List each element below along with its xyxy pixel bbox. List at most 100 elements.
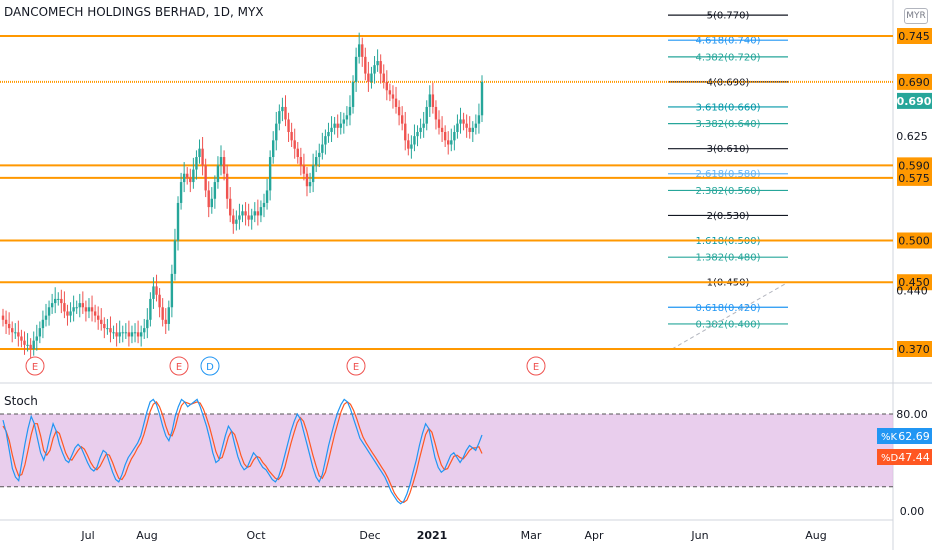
last-price-label: 0.690	[897, 95, 932, 108]
candle-body	[26, 344, 29, 346]
earnings-marker[interactable]	[346, 356, 366, 376]
candle-body	[450, 140, 453, 145]
time-tick-label: 2021	[417, 529, 448, 542]
candle-body	[149, 298, 152, 320]
candle-body	[109, 328, 112, 333]
candle-body	[244, 211, 247, 216]
price-tick-label: 0.440	[896, 285, 928, 298]
candle-body	[262, 202, 266, 208]
candle-body	[284, 106, 287, 120]
candle-body	[115, 332, 118, 337]
candle-body	[192, 169, 195, 183]
time-tick-label: Aug	[136, 529, 157, 542]
candle-body	[456, 123, 459, 132]
candle-body	[133, 332, 137, 334]
candle-body	[182, 173, 186, 183]
candlestick-series[interactable]	[1, 32, 484, 360]
candle-body	[376, 61, 379, 66]
candle-body	[158, 294, 161, 308]
candle-body	[32, 340, 35, 349]
candle-body	[222, 157, 226, 174]
candle-body	[103, 323, 106, 329]
candle-body	[130, 332, 134, 337]
stoch-tick-label: 80.00	[896, 408, 928, 421]
candle-body	[339, 123, 342, 128]
candle-body	[81, 303, 85, 308]
candle-body	[186, 173, 189, 178]
candle-body	[106, 328, 109, 330]
candle-body	[63, 303, 66, 312]
candle-body	[440, 127, 444, 132]
candle-body	[459, 119, 462, 124]
candle-body	[311, 165, 315, 183]
fib-level-label: 3.382(0.640)	[695, 119, 760, 130]
event-marker-label: E	[533, 362, 539, 373]
candle-body	[321, 144, 324, 153]
dividend-marker[interactable]	[200, 356, 220, 376]
candle-body	[213, 182, 217, 199]
candle-body	[370, 73, 373, 82]
candle-body	[391, 94, 395, 99]
stoch-d-last: 47.44	[898, 451, 930, 464]
candle-body	[290, 131, 293, 141]
candle-body	[253, 211, 256, 216]
candle-body	[139, 332, 143, 337]
candle-body	[351, 81, 355, 107]
candle-body	[143, 328, 146, 333]
horizontal-levels[interactable]	[0, 35, 893, 350]
candle-body	[136, 332, 140, 337]
level-price-label: 0.450	[898, 276, 930, 289]
candle-body	[293, 140, 296, 149]
candle-body	[57, 298, 60, 300]
candle-body	[318, 152, 321, 158]
candle-body	[477, 115, 481, 124]
candle-body	[416, 131, 419, 137]
earnings-marker[interactable]	[25, 356, 45, 376]
candle-body	[241, 211, 244, 216]
candle-body	[93, 311, 97, 316]
candle-body	[250, 215, 253, 220]
candle-body	[345, 115, 349, 120]
candle-body	[216, 165, 220, 183]
candle-body	[53, 298, 57, 304]
candle-body	[238, 215, 241, 220]
candle-body	[299, 157, 303, 166]
stochastic-pane[interactable]: 80.00 0.00 %K 62.69 %D 47.44	[0, 398, 932, 518]
candle-body	[333, 123, 336, 128]
time-tick-label: Dec	[359, 529, 380, 542]
candle-body	[259, 207, 263, 216]
earnings-marker[interactable]	[169, 356, 189, 376]
candle-body	[173, 240, 177, 274]
level-price-label: 0.370	[898, 343, 930, 356]
level-price-tag	[897, 274, 932, 291]
time-axis[interactable]: Jul Aug Oct Dec 2021 Mar Apr Jun Aug	[80, 529, 826, 542]
candle-body	[397, 106, 401, 116]
candle-body	[41, 319, 45, 329]
fib-level-label: 2(0.530)	[707, 211, 750, 222]
candle-body	[453, 131, 456, 141]
stoch-band	[0, 414, 893, 487]
candle-body	[29, 344, 32, 349]
candle-body	[474, 123, 478, 128]
candle-body	[127, 332, 131, 337]
candle-body	[324, 136, 327, 145]
level-price-tag	[897, 341, 932, 357]
candle-body	[447, 140, 450, 145]
time-tick-label: Oct	[246, 529, 266, 542]
candle-body	[373, 65, 376, 74]
candle-body	[152, 286, 155, 299]
candle-body	[465, 123, 468, 128]
candle-body	[112, 332, 115, 334]
candle-body	[348, 106, 352, 116]
event-marker-label: E	[353, 362, 359, 373]
earnings-marker[interactable]	[526, 356, 546, 376]
candle-body	[422, 123, 425, 128]
candle-body	[44, 315, 48, 320]
indicator-title[interactable]: Stoch	[4, 394, 38, 408]
candle-body	[471, 127, 474, 132]
time-tick-label: Aug	[805, 529, 826, 542]
currency-badge[interactable]: MYR	[904, 8, 928, 24]
level-price-label: 0.690	[898, 76, 930, 89]
